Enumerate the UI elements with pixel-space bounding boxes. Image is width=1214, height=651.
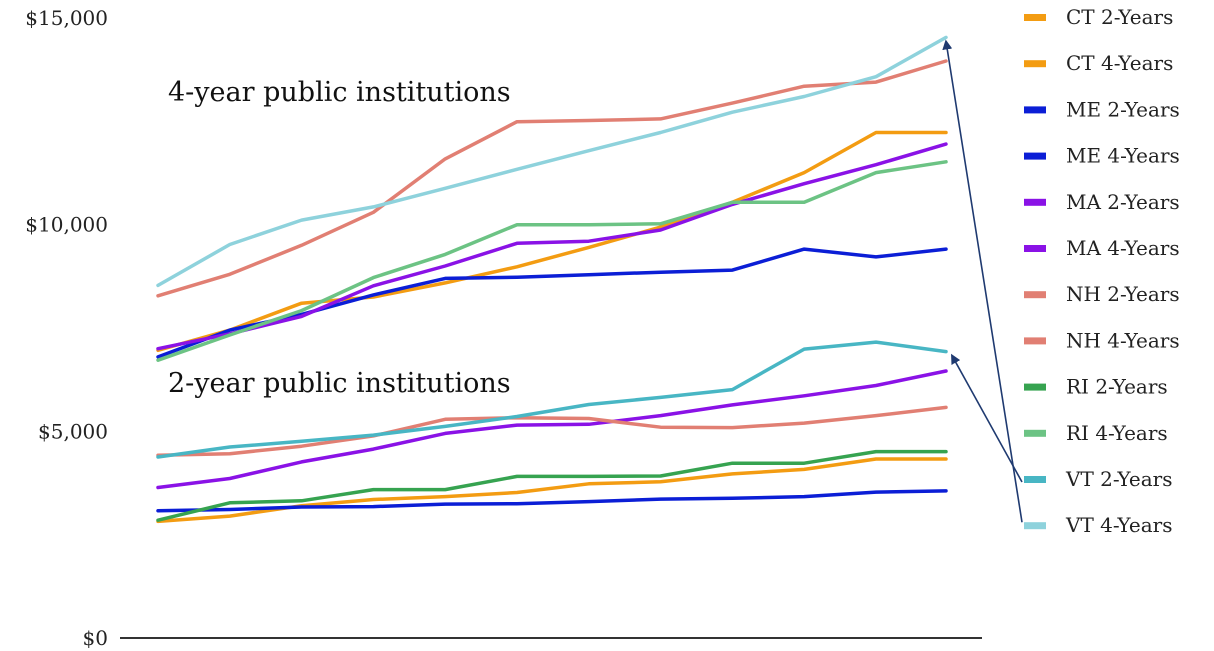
series-line-ma-2-years [156,369,948,490]
y-tick-label: $5,000 [38,419,108,443]
legend-label: CT 4-Years [1066,51,1173,75]
legend-swatch [1024,522,1046,530]
legend-item-vt-4-years[interactable]: VT 4-Years [1024,513,1172,537]
legend-label: MA 4-Years [1066,236,1180,260]
legend-swatch [1024,383,1046,391]
arrow-vt-2-years [951,353,1023,483]
series-line-ma-4-years [156,142,948,351]
legend-swatch [1024,337,1046,345]
legend-swatch [1024,291,1046,299]
series-line-nh-2-years [156,405,948,458]
legend-item-ma-2-years[interactable]: MA 2-Years [1024,190,1180,214]
legend-label: VT 2-Years [1065,467,1172,491]
legend-label: NH 4-Years [1066,328,1180,352]
series-line-me-2-years [156,489,948,513]
series-line-ri-2-years [156,449,948,522]
series-line-ct-4-years [156,130,948,353]
annotations: 4-year public institutions 2-year public … [168,39,1023,523]
arrow-vt-4-years [942,39,1023,523]
legend-item-nh-4-years[interactable]: NH 4-Years [1024,328,1180,352]
legend-item-ma-4-years[interactable]: MA 4-Years [1024,236,1180,260]
legend[interactable]: CT 2-Years CT 4-Years ME 2-Years ME 4-Years… [1024,5,1180,537]
legend-label: RI 2-Years [1066,375,1168,399]
series-lines [156,35,948,524]
legend-label: ME 2-Years [1066,97,1180,121]
legend-swatch [1024,198,1046,206]
legend-swatch [1024,106,1046,114]
series-line-ri-4-years [156,160,948,362]
annotation-label: 2-year public institutions [168,368,511,399]
legend-item-ct-2-years[interactable]: CT 2-Years [1024,5,1173,29]
legend-item-vt-2-years[interactable]: VT 2-Years [1024,467,1172,491]
legend-item-ct-4-years[interactable]: CT 4-Years [1024,51,1173,75]
legend-label: CT 2-Years [1066,5,1173,29]
legend-swatch [1024,429,1046,437]
legend-label: VT 4-Years [1065,513,1172,537]
legend-item-ri-2-years[interactable]: RI 2-Years [1024,375,1168,399]
series-line-vt-4-years [156,35,948,288]
series-line-nh-4-years [156,59,948,298]
annotation-label: 4-year public institutions [168,77,511,108]
legend-item-me-4-years[interactable]: ME 4-Years [1024,144,1180,168]
legend-swatch [1024,476,1046,483]
legend-label: ME 4-Years [1066,144,1180,168]
legend-label: NH 2-Years [1066,282,1180,306]
y-tick-label: $0 [83,626,108,650]
legend-swatch [1024,60,1046,68]
legend-label: MA 2-Years [1066,190,1180,214]
legend-swatch [1024,152,1046,160]
legend-swatch [1024,245,1046,252]
series-line-me-4-years [156,247,948,359]
y-axis: $0 $5,000 $10,000 $15,000 [25,6,982,650]
series-line-vt-2-years [156,340,948,459]
y-tick-label: $15,000 [25,6,108,30]
y-tick-label: $10,000 [25,213,108,237]
legend-item-nh-2-years[interactable]: NH 2-Years [1024,282,1180,306]
legend-item-ri-4-years[interactable]: RI 4-Years [1024,421,1168,445]
legend-swatch [1024,14,1046,21]
legend-label: RI 4-Years [1066,421,1168,445]
legend-item-me-2-years[interactable]: ME 2-Years [1024,97,1180,121]
